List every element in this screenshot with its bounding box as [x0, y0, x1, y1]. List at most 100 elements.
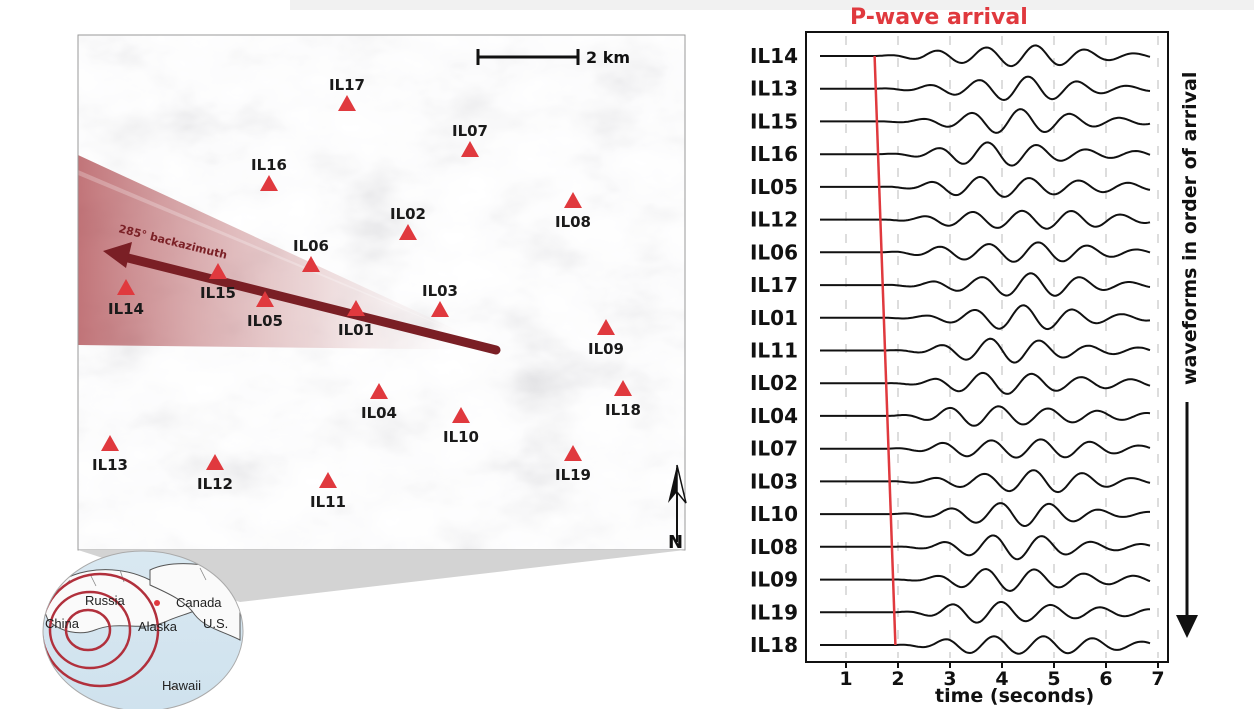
station-label: IL17: [329, 76, 365, 94]
station-marker: IL09: [588, 319, 624, 358]
station-triangle-icon: [347, 300, 365, 316]
trace-label: IL13: [750, 77, 798, 101]
station-marker: IL11: [310, 472, 346, 511]
tick-label: 7: [1151, 668, 1164, 690]
station-triangle-icon: [614, 380, 632, 396]
trace-label: IL16: [750, 142, 798, 166]
x-axis-label: time (seconds): [935, 685, 1094, 707]
station-label: IL16: [251, 156, 287, 174]
station-marker: IL06: [293, 237, 329, 272]
trace-label: IL01: [750, 306, 798, 330]
station-triangle-icon: [319, 472, 337, 488]
trace-labels: IL14 IL13 IL15 IL16 IL05 IL12 IL06 IL17 IL01 IL11…: [750, 44, 798, 657]
station-marker: IL01: [338, 300, 374, 339]
waveform-panel: P-wave arrival IL14IL13IL15IL16IL05IL12I…: [750, 5, 1201, 707]
station-triangle-icon: [101, 435, 119, 451]
station-label: IL04: [361, 404, 397, 422]
tick-label: 5: [1047, 668, 1060, 690]
tick-label: 1: [839, 668, 852, 690]
waveform-trace: [820, 601, 1150, 624]
trace-label: IL15: [750, 109, 798, 133]
station-marker: IL16: [251, 156, 287, 191]
tick-label: 3: [943, 668, 956, 690]
station-triangle-icon: [209, 263, 227, 279]
globe-label-canada: Canada: [176, 595, 222, 610]
station-triangle-icon: [370, 383, 388, 399]
zoom-wedge: [78, 550, 685, 602]
station-marker: IL12: [197, 454, 233, 493]
station-triangle-icon: [564, 192, 582, 208]
station-marker: IL02: [390, 205, 426, 240]
station-label: IL01: [338, 321, 374, 339]
tick-label: 2: [891, 668, 904, 690]
station-label: IL03: [422, 282, 458, 300]
globe-label-hawaii: Hawaii: [162, 678, 201, 693]
waveform-trace: [820, 438, 1151, 459]
trace-label: IL08: [750, 535, 798, 559]
station-label: IL18: [605, 401, 641, 419]
trace-label: IL06: [750, 240, 798, 264]
station-label: IL06: [293, 237, 329, 255]
station-marker: IL14: [108, 279, 144, 318]
trace-label: IL04: [750, 404, 798, 428]
tick-label: 4: [995, 668, 1008, 690]
waveform-trace: [820, 635, 1151, 655]
station-triangle-icon: [338, 95, 356, 111]
north-arrow: N: [668, 464, 687, 553]
station-triangle-icon: [452, 407, 470, 423]
trace-label: IL10: [750, 502, 798, 526]
station-label: IL12: [197, 475, 233, 493]
trace-label: IL17: [750, 273, 798, 297]
waveform-trace: [820, 304, 1151, 331]
waveform-trace: [820, 567, 1151, 593]
waveform-trace: [820, 108, 1151, 134]
station-label: IL11: [310, 493, 346, 511]
station-label: IL02: [390, 205, 426, 223]
north-label: N: [668, 532, 683, 553]
tick-label: 6: [1099, 668, 1112, 690]
station-marker: IL18: [605, 380, 641, 419]
waveform-trace: [820, 405, 1151, 427]
station-triangle-icon: [260, 175, 278, 191]
globe-label-alaska: Alaska: [138, 619, 178, 634]
station-label: IL13: [92, 456, 128, 474]
station-triangle-icon: [461, 141, 479, 157]
side-label: waveforms in order of arrival: [1179, 72, 1201, 385]
trace-label: IL19: [750, 600, 798, 624]
scale-bar: 2 km: [476, 48, 630, 67]
globe-inset: Russia Canada China Alaska U.S. Hawaii: [42, 550, 244, 709]
scale-bar-label: 2 km: [586, 48, 630, 67]
trace-label: IL09: [750, 568, 798, 592]
top-strip: [290, 0, 1254, 10]
station-marker: IL04: [361, 383, 397, 422]
station-marker: IL08: [555, 192, 591, 231]
waveform-frame: [805, 31, 1169, 663]
waveform-trace: [820, 371, 1151, 395]
station-label: IL08: [555, 213, 591, 231]
waveform-trace: [820, 502, 1150, 528]
backazimuth-cone: [78, 155, 500, 350]
trace-label: IL05: [750, 175, 798, 199]
station-label: IL19: [555, 466, 591, 484]
waveform-trace: [820, 272, 1151, 297]
trace-label: IL11: [750, 339, 798, 363]
globe-label-russia: Russia: [85, 593, 126, 608]
trace-label: IL14: [750, 44, 798, 68]
globe-label-china: China: [45, 616, 80, 631]
waveform-trace: [820, 534, 1151, 561]
waveform-trace: [820, 141, 1151, 167]
waveform-traces: [820, 44, 1151, 655]
order-arrow-head: [1176, 615, 1198, 638]
station-label: IL05: [247, 312, 283, 330]
waveform-trace: [820, 241, 1151, 263]
station-triangle-icon: [597, 319, 615, 335]
trace-label: IL03: [750, 469, 798, 493]
station-label: IL14: [108, 300, 144, 318]
station-label: IL10: [443, 428, 479, 446]
station-marker: IL13: [92, 435, 128, 474]
station-label: IL07: [452, 122, 488, 140]
station-marker: IL19: [555, 445, 591, 484]
station-marker: IL17: [329, 76, 365, 111]
trace-label: IL12: [750, 208, 798, 232]
